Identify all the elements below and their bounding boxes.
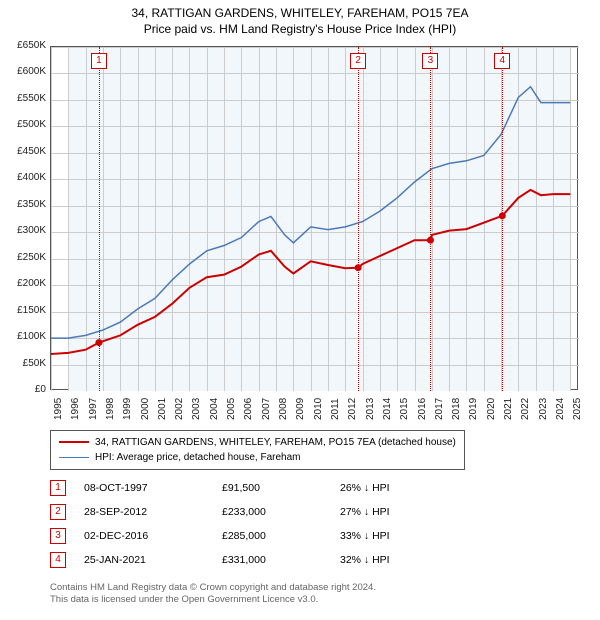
x-axis-label: 2020	[486, 398, 497, 420]
y-axis-label: £300K	[8, 225, 46, 236]
sale-marker-label: 4	[494, 53, 510, 69]
sale-marker-label: 1	[91, 53, 107, 69]
footer-line1: Contains HM Land Registry data © Crown c…	[50, 582, 376, 594]
x-axis-label: 2011	[330, 398, 341, 420]
sale-row-marker: 1	[50, 480, 66, 496]
y-axis-label: £150K	[8, 305, 46, 316]
y-axis-label: £50K	[8, 358, 46, 369]
hpi-line	[51, 87, 570, 338]
legend: 34, RATTIGAN GARDENS, WHITELEY, FAREHAM,…	[50, 430, 465, 470]
x-axis-label: 1996	[70, 398, 81, 420]
sale-price: £91,500	[222, 482, 340, 494]
sale-row-marker: 2	[50, 504, 66, 520]
x-axis-label: 2014	[382, 398, 393, 420]
y-axis-label: £600K	[8, 66, 46, 77]
y-axis-label: £350K	[8, 199, 46, 210]
sale-row: 2 28-SEP-2012£233,00027% ↓ HPI	[50, 500, 458, 524]
y-axis-label: £100K	[8, 331, 46, 342]
x-axis-label: 2012	[347, 398, 358, 420]
sale-date: 28-SEP-2012	[84, 506, 222, 518]
x-axis-label: 2008	[278, 398, 289, 420]
x-axis-label: 1999	[122, 398, 133, 420]
x-axis-label: 2018	[451, 398, 462, 420]
y-axis-label: £250K	[8, 252, 46, 263]
sale-row: 3 02-DEC-2016£285,00033% ↓ HPI	[50, 524, 458, 548]
x-axis-label: 2009	[295, 398, 306, 420]
x-axis-label: 2007	[261, 398, 272, 420]
price-chart: 1 2 3 4	[50, 46, 578, 390]
sale-row: 1 08-OCT-1997£91,50026% ↓ HPI	[50, 476, 458, 500]
sale-diff: 32% ↓ HPI	[340, 554, 458, 566]
legend-swatch	[59, 457, 89, 458]
title-line1: 34, RATTIGAN GARDENS, WHITELEY, FAREHAM,…	[0, 6, 600, 22]
legend-label: HPI: Average price, detached house, Fare…	[95, 452, 301, 463]
x-axis-label: 2016	[417, 398, 428, 420]
sale-marker-label: 2	[350, 53, 366, 69]
x-axis-label: 2024	[555, 398, 566, 420]
y-axis-label: £450K	[8, 146, 46, 157]
x-axis-label: 2006	[243, 398, 254, 420]
sale-diff: 33% ↓ HPI	[340, 530, 458, 542]
page: 34, RATTIGAN GARDENS, WHITELEY, FAREHAM,…	[0, 0, 600, 620]
sale-marker-vline	[99, 47, 100, 391]
sale-price: £331,000	[222, 554, 340, 566]
x-axis-label: 2025	[572, 398, 583, 420]
title-line2: Price paid vs. HM Land Registry's House …	[0, 22, 600, 38]
x-axis-label: 2019	[468, 398, 479, 420]
sale-date: 02-DEC-2016	[84, 530, 222, 542]
x-axis-label: 1997	[88, 398, 99, 420]
sale-date: 25-JAN-2021	[84, 554, 222, 566]
sale-marker-label: 3	[422, 53, 438, 69]
legend-item: 34, RATTIGAN GARDENS, WHITELEY, FAREHAM,…	[59, 435, 456, 450]
legend-swatch	[59, 441, 89, 443]
x-axis-label: 2021	[503, 398, 514, 420]
sales-table: 1 08-OCT-1997£91,50026% ↓ HPI 2 28-SEP-2012…	[50, 476, 458, 572]
x-axis-label: 2001	[157, 398, 168, 420]
sale-row: 4 25-JAN-2021£331,00032% ↓ HPI	[50, 548, 458, 572]
y-axis-label: £200K	[8, 278, 46, 289]
x-axis-label: 2017	[434, 398, 445, 420]
x-axis-label: 2013	[365, 398, 376, 420]
price-line	[51, 190, 570, 354]
x-axis-label: 2023	[538, 398, 549, 420]
x-axis-label: 2010	[313, 398, 324, 420]
x-axis-label: 1995	[53, 398, 64, 420]
x-axis-label: 2000	[140, 398, 151, 420]
chart-svg	[51, 47, 579, 391]
footer-line2: This data is licensed under the Open Gov…	[50, 594, 376, 606]
sale-diff: 27% ↓ HPI	[340, 506, 458, 518]
y-axis-label: £500K	[8, 119, 46, 130]
legend-item: HPI: Average price, detached house, Fare…	[59, 450, 456, 465]
sale-marker-vline	[430, 47, 431, 391]
sale-marker-vline	[358, 47, 359, 391]
x-axis-label: 2015	[399, 398, 410, 420]
x-axis-label: 2004	[209, 398, 220, 420]
sale-row-marker: 4	[50, 552, 66, 568]
legend-label: 34, RATTIGAN GARDENS, WHITELEY, FAREHAM,…	[95, 437, 456, 448]
y-axis-label: £650K	[8, 40, 46, 51]
x-axis-label: 2005	[226, 398, 237, 420]
x-axis-label: 1998	[105, 398, 116, 420]
footer-text: Contains HM Land Registry data © Crown c…	[50, 582, 376, 607]
x-axis-label: 2002	[174, 398, 185, 420]
y-axis-label: £400K	[8, 172, 46, 183]
y-axis-label: £0	[8, 384, 46, 395]
x-axis-label: 2022	[520, 398, 531, 420]
sale-price: £233,000	[222, 506, 340, 518]
sale-price: £285,000	[222, 530, 340, 542]
sale-diff: 26% ↓ HPI	[340, 482, 458, 494]
sale-date: 08-OCT-1997	[84, 482, 222, 494]
sale-row-marker: 3	[50, 528, 66, 544]
x-axis-label: 2003	[191, 398, 202, 420]
y-axis-label: £550K	[8, 93, 46, 104]
titles: 34, RATTIGAN GARDENS, WHITELEY, FAREHAM,…	[0, 0, 600, 37]
sale-marker-vline	[502, 47, 503, 391]
